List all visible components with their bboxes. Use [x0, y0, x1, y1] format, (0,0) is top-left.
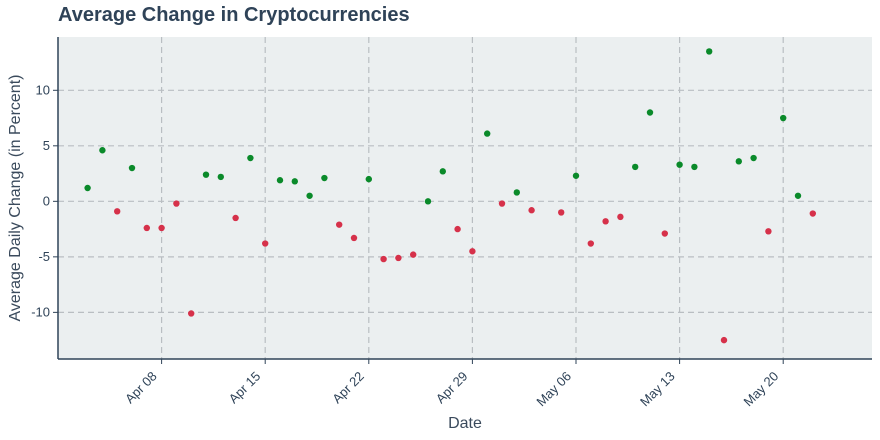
- data-point: [676, 161, 683, 168]
- data-point: [410, 251, 417, 258]
- x-tick-label: Apr 29: [433, 369, 471, 407]
- data-point: [262, 240, 269, 247]
- data-point: [439, 168, 446, 175]
- y-tick-label: 0: [43, 193, 50, 208]
- data-point: [632, 163, 639, 171]
- data-point: [706, 48, 713, 55]
- data-point: [765, 228, 772, 235]
- data-points: [84, 48, 816, 344]
- data-point: [276, 177, 284, 184]
- x-axis-title: Date: [448, 415, 482, 432]
- data-point: [247, 154, 254, 162]
- data-point: [336, 221, 343, 228]
- x-axis-ticks: Apr 08 Apr 15 Apr 22 Apr 29 May 06 May 13 May …: [122, 359, 784, 410]
- data-point: [691, 163, 698, 171]
- data-point: [617, 213, 624, 221]
- y-tick-label: -10: [31, 304, 50, 319]
- data-point: [99, 147, 106, 154]
- data-point: [750, 154, 757, 162]
- plot-area: [58, 37, 872, 359]
- data-point: [395, 254, 402, 262]
- data-point: [602, 218, 609, 225]
- data-point: [424, 198, 432, 205]
- data-point: [780, 114, 787, 122]
- data-point: [720, 336, 728, 344]
- data-point: [291, 178, 298, 185]
- data-point: [454, 225, 461, 233]
- data-point: [735, 158, 742, 165]
- data-point: [158, 224, 165, 232]
- data-point: [217, 173, 224, 181]
- x-tick-label: May 13: [637, 369, 678, 410]
- x-tick-label: May 06: [533, 369, 574, 410]
- data-point: [143, 224, 150, 232]
- y-tick-label: 10: [36, 82, 50, 97]
- data-point: [809, 210, 816, 217]
- data-point: [587, 240, 594, 247]
- x-tick-label: Apr 15: [226, 369, 264, 407]
- data-point: [321, 174, 328, 182]
- x-tick-label: May 20: [741, 369, 782, 410]
- data-point: [202, 171, 210, 178]
- data-point: [469, 248, 476, 255]
- chart-title: Average Change in Cryptocurrencies: [58, 4, 410, 26]
- y-axis-ticks: -10 -5 0 5 10: [31, 82, 58, 319]
- data-point: [365, 175, 372, 183]
- data-point: [380, 255, 387, 263]
- data-point: [528, 207, 535, 214]
- data-point: [306, 192, 313, 199]
- data-point: [794, 192, 802, 199]
- data-point: [513, 189, 520, 196]
- y-tick-label: -5: [38, 249, 50, 264]
- data-point: [572, 172, 580, 179]
- data-point: [484, 130, 491, 137]
- data-point: [498, 200, 506, 207]
- x-tick-label: Apr 08: [122, 369, 160, 407]
- data-point: [173, 200, 180, 207]
- data-point: [558, 209, 565, 216]
- data-point: [188, 310, 195, 317]
- y-axis-title: Average Daily Change (in Percent): [7, 75, 24, 322]
- data-point: [646, 109, 654, 116]
- data-point: [128, 164, 136, 172]
- data-point: [84, 184, 91, 192]
- x-tick-label: Apr 22: [329, 369, 367, 407]
- data-point: [232, 214, 239, 222]
- data-point: [661, 230, 668, 237]
- data-point: [114, 208, 121, 215]
- y-tick-label: 5: [43, 138, 50, 153]
- data-point: [350, 234, 358, 242]
